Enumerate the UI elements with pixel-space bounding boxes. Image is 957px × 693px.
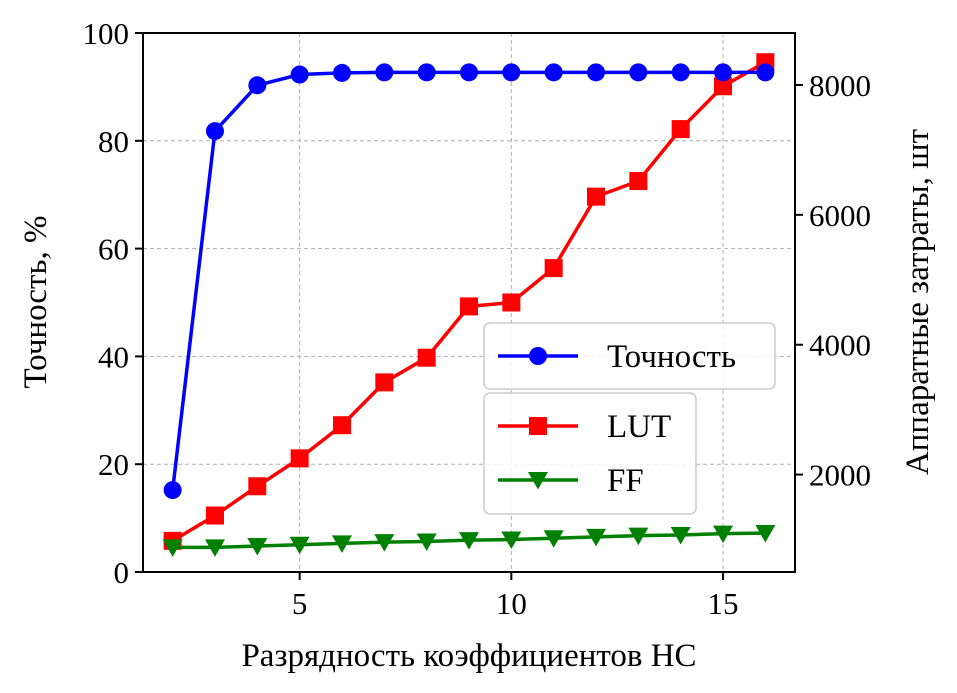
series-accuracy xyxy=(163,63,775,500)
data-point-accuracy xyxy=(332,63,351,82)
data-point-accuracy xyxy=(205,122,224,141)
legend-marker xyxy=(529,417,547,435)
legend-entry-accuracy: Точность xyxy=(498,339,736,375)
y-left-tick-label: 0 xyxy=(114,555,130,590)
data-point-accuracy xyxy=(629,63,648,82)
legend-label: Точность xyxy=(607,339,736,375)
data-point-ff xyxy=(331,535,352,553)
data-point-lut xyxy=(587,187,606,206)
data-point-accuracy xyxy=(502,63,521,82)
data-point-lut xyxy=(332,416,351,435)
data-point-ff xyxy=(713,525,734,544)
data-point-accuracy xyxy=(756,63,775,82)
data-point-accuracy xyxy=(544,63,563,82)
y-right-tick-label: 6000 xyxy=(809,198,871,233)
legend-box xyxy=(483,322,776,390)
legend-label: FF xyxy=(607,463,644,499)
data-point-lut xyxy=(417,348,436,367)
y-right-tick-label: 8000 xyxy=(809,68,871,103)
data-point-ff xyxy=(416,533,437,551)
x-axis-label: Разрядность коэффициентов НС xyxy=(241,638,696,674)
data-point-ff xyxy=(374,534,395,552)
data-point-ff xyxy=(628,527,649,546)
data-point-lut xyxy=(460,297,478,316)
data-point-lut xyxy=(502,293,521,312)
data-point-lut xyxy=(714,77,733,96)
legend-marker xyxy=(529,347,547,365)
data-point-accuracy xyxy=(163,481,182,500)
data-point-ff xyxy=(543,530,564,548)
x-tick-label: 10 xyxy=(496,586,527,621)
y-left-tick-label: 80 xyxy=(98,124,129,159)
y-axis-right-label: Аппаратные затраты, шт xyxy=(900,129,936,475)
series-layer xyxy=(162,53,776,557)
data-point-lut xyxy=(544,259,563,278)
data-point-ff xyxy=(670,526,691,545)
y-axis-left-label: Точность, % xyxy=(18,215,54,388)
x-tick-label: 15 xyxy=(708,586,739,621)
y-right-tick-label: 2000 xyxy=(809,458,871,493)
legends: Точность LUT FF xyxy=(483,322,776,515)
data-point-accuracy xyxy=(375,63,394,82)
data-point-lut xyxy=(629,172,648,191)
data-point-ff xyxy=(755,525,776,543)
data-point-ff xyxy=(459,532,479,550)
data-point-accuracy xyxy=(290,65,309,84)
data-point-accuracy xyxy=(587,63,606,82)
data-point-ff xyxy=(162,539,183,557)
data-point-lut xyxy=(205,506,224,525)
data-point-accuracy xyxy=(248,76,267,95)
y-left-tick-label: 60 xyxy=(98,232,129,267)
legend-label: LUT xyxy=(607,409,671,445)
data-point-accuracy xyxy=(671,63,690,82)
data-point-lut xyxy=(290,449,309,468)
data-point-ff xyxy=(289,536,310,555)
data-point-accuracy xyxy=(460,63,478,82)
data-point-ff xyxy=(586,528,607,547)
y-left-tick-label: 20 xyxy=(98,447,129,482)
legend-1: Точность xyxy=(483,322,776,390)
legend-entry-ff: FF xyxy=(498,463,644,499)
legend-marker xyxy=(528,472,548,490)
data-point-ff xyxy=(204,539,225,557)
data-point-ff xyxy=(501,531,522,550)
y-left-tick-label: 40 xyxy=(98,339,129,374)
legend-2: LUT FF xyxy=(483,392,697,515)
legend-entry-lut: LUT xyxy=(498,409,671,445)
data-point-lut xyxy=(375,373,394,392)
data-point-lut xyxy=(671,120,690,139)
y-left-tick-label: 100 xyxy=(83,16,130,51)
series-ff xyxy=(162,525,776,557)
data-point-accuracy xyxy=(417,63,436,82)
data-point-accuracy xyxy=(714,63,733,82)
x-tick-label: 5 xyxy=(292,586,308,621)
plot-frame xyxy=(142,32,796,573)
y-right-tick-label: 4000 xyxy=(809,328,871,363)
axes: 5 10 15 0 20 40 60 80 100 2000 4000 6000 8000 xyxy=(83,16,872,621)
data-point-lut xyxy=(248,477,267,496)
data-point-ff xyxy=(247,538,268,556)
